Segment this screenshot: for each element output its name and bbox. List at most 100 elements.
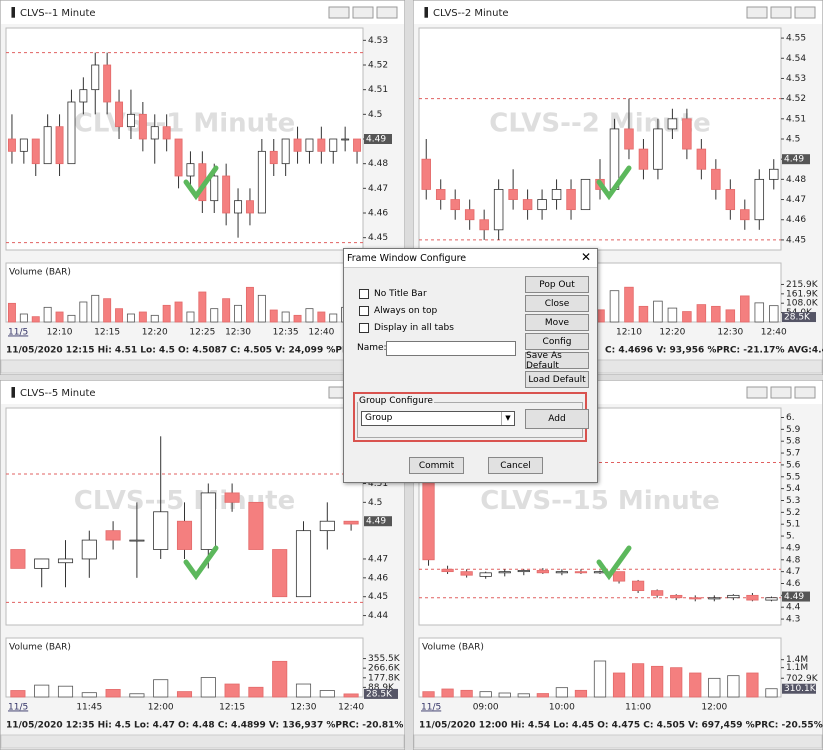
window-button[interactable] [794,6,816,19]
y-tick-label: 4.48 [786,175,806,185]
volume-bar [153,679,169,698]
window-button[interactable] [328,6,350,19]
candle-body [281,138,290,165]
candle-body [667,118,678,130]
watermark: CLVS--1 Minute [74,109,296,139]
candle-body [537,199,547,211]
button[interactable]: Save As Default [525,351,589,371]
candle-body [272,549,288,598]
commit-button[interactable]: Commit [409,457,464,474]
time-label: 12:15 [94,328,120,338]
volume-bar [281,311,290,323]
candle-body [754,178,765,221]
volume-bar [269,309,278,323]
name-input[interactable] [386,341,516,356]
window-button[interactable] [746,386,768,399]
cancel-button[interactable]: Cancel [488,457,543,474]
button[interactable]: Load Default [525,371,589,388]
candle-body [222,175,231,214]
window-button[interactable] [376,6,398,19]
last-price-label: 4.49 [784,155,804,165]
y-tick-label: 4.51 [368,479,388,489]
group-combo[interactable]: Group ▼ [361,411,515,426]
y-tick-label: 6. [786,413,795,423]
y-tick-label: 4.47 [368,184,388,194]
volume-bar [295,683,312,698]
candle-body [162,126,171,140]
checkbox[interactable]: No Title Bar [359,289,427,299]
candle-body [329,138,338,152]
y-tick-label: 4.46 [368,209,388,219]
candle-body [765,597,778,601]
candle-body [343,520,359,525]
window-button[interactable] [746,6,768,19]
candle-body [464,209,475,221]
y-tick-label: 4.5 [368,498,382,508]
button[interactable]: Move [525,314,589,331]
check-icon [596,545,632,581]
y-tick-label: 5.6 [786,460,801,470]
time-label: 11:45 [76,703,102,713]
candle-body [105,530,121,541]
y-tick-label: 4.5 [786,135,800,145]
y-tick-label: 5.4 [786,484,801,494]
window-title: CLVS--2 Minute [433,8,509,19]
volume-bar [769,305,779,323]
last-price-flag [364,134,392,144]
dialog-close[interactable]: ✕ [580,250,591,264]
candle-body [612,571,626,582]
chart-window: ▐ CLVS--1 Minute CLVS--1 Minute 4.53 4.52 4.5… [0,0,493,375]
y-tick-label: 4.47 [368,554,388,564]
volume-bar [81,692,97,698]
candle-body [566,189,576,211]
volume-tick-label: 1.4M [786,655,808,665]
candle-body [200,492,216,550]
volume-bar [245,286,254,323]
y-tick-label: 4.52 [786,94,806,104]
button[interactable]: Close [525,295,589,312]
candle-body [31,138,40,165]
volume-tick-label: 177.8K [368,673,401,683]
volume-bar [536,693,549,698]
time-label: 12:00 [148,703,174,713]
y-tick-label: 4.53 [368,36,388,46]
candle-body [479,219,489,231]
scrollbar [0,734,405,749]
group-title: Group Configure [358,396,434,406]
volume-flag [364,688,398,699]
checkbox[interactable]: Display in all tabs [359,323,454,333]
button[interactable]: Config [525,333,589,350]
last-price-label: 4.49 [784,592,804,602]
y-tick-label: 4.4 [786,603,801,613]
candle-body [725,189,736,211]
candle-body [319,520,335,532]
volume-bar [55,311,64,323]
checkbox[interactable]: Always on top [359,306,437,316]
title-bar [1,381,404,404]
add-button[interactable]: Add [525,409,589,429]
candle-body [450,199,460,211]
candle-body [441,568,454,573]
volume-bar [138,311,147,323]
candle-body [682,118,692,150]
candle-body [574,571,588,574]
status-line: 11/05/2020 12:15 Hi: 4.51 Lo: 4.5 O: 4.5… [6,346,493,356]
candle-body [174,138,183,177]
window-button[interactable] [794,386,816,399]
candle-body [10,549,26,569]
candle-body [670,594,683,599]
window-button[interactable] [770,386,792,399]
candle-body [580,178,591,211]
button[interactable]: Pop Out [525,276,589,293]
last-price-flag [782,154,810,165]
candle-body [176,520,193,550]
candle-body [517,570,530,573]
time-label: 12:40 [761,328,787,338]
y-tick-label: 4.47 [786,195,806,205]
y-tick-label: 4.45 [368,592,388,602]
volume-bar [574,689,588,698]
candle-body [631,580,645,592]
candle-body [638,148,649,170]
window-button[interactable] [352,6,374,19]
window-button[interactable] [770,6,792,19]
